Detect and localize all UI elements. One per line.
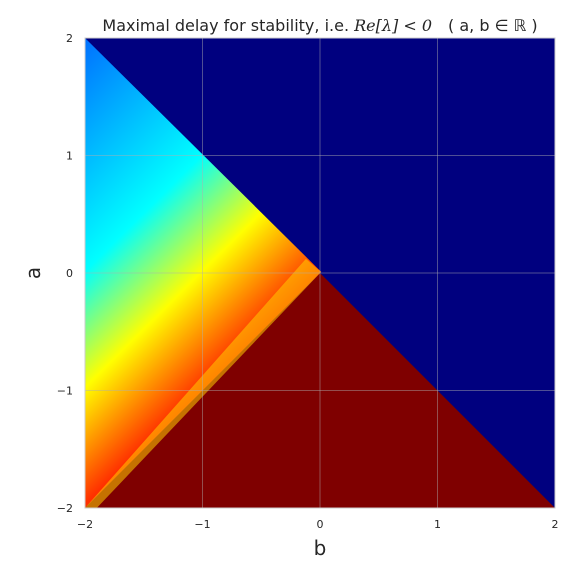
x-tick-label: −2	[77, 518, 93, 531]
x-tick-label: 0	[317, 518, 324, 531]
x-ticks: −2 −1 0 1 2	[77, 518, 559, 531]
x-tick-label: 1	[434, 518, 441, 531]
chart-title: Maximal delay for stability, i.e. Re[λ] …	[102, 16, 537, 35]
grid	[85, 38, 555, 508]
region-always-stable	[85, 273, 555, 508]
plot-area	[85, 38, 555, 508]
x-axis-label: b	[314, 536, 327, 560]
y-tick-label: 0	[66, 267, 73, 280]
y-ticks: −2 −1 0 1 2	[57, 32, 73, 515]
chart-title-domain: ( a, b ∈ ℝ )	[448, 16, 538, 35]
x-tick-label: 2	[552, 518, 559, 531]
chart-title-math: Re[λ] < 0	[353, 16, 432, 35]
y-tick-label: 1	[66, 150, 73, 163]
region-delay-dependent	[85, 38, 322, 508]
y-tick-label: −2	[57, 502, 73, 515]
region-boundary-edge	[85, 258, 322, 508]
plot-frame	[84, 37, 556, 509]
x-tick-label: −1	[194, 518, 210, 531]
chart-title-text: Maximal delay for stability, i.e.	[102, 16, 354, 35]
y-tick-label: 2	[66, 32, 73, 45]
y-axis-label: a	[21, 267, 45, 279]
y-tick-label: −1	[57, 385, 73, 398]
